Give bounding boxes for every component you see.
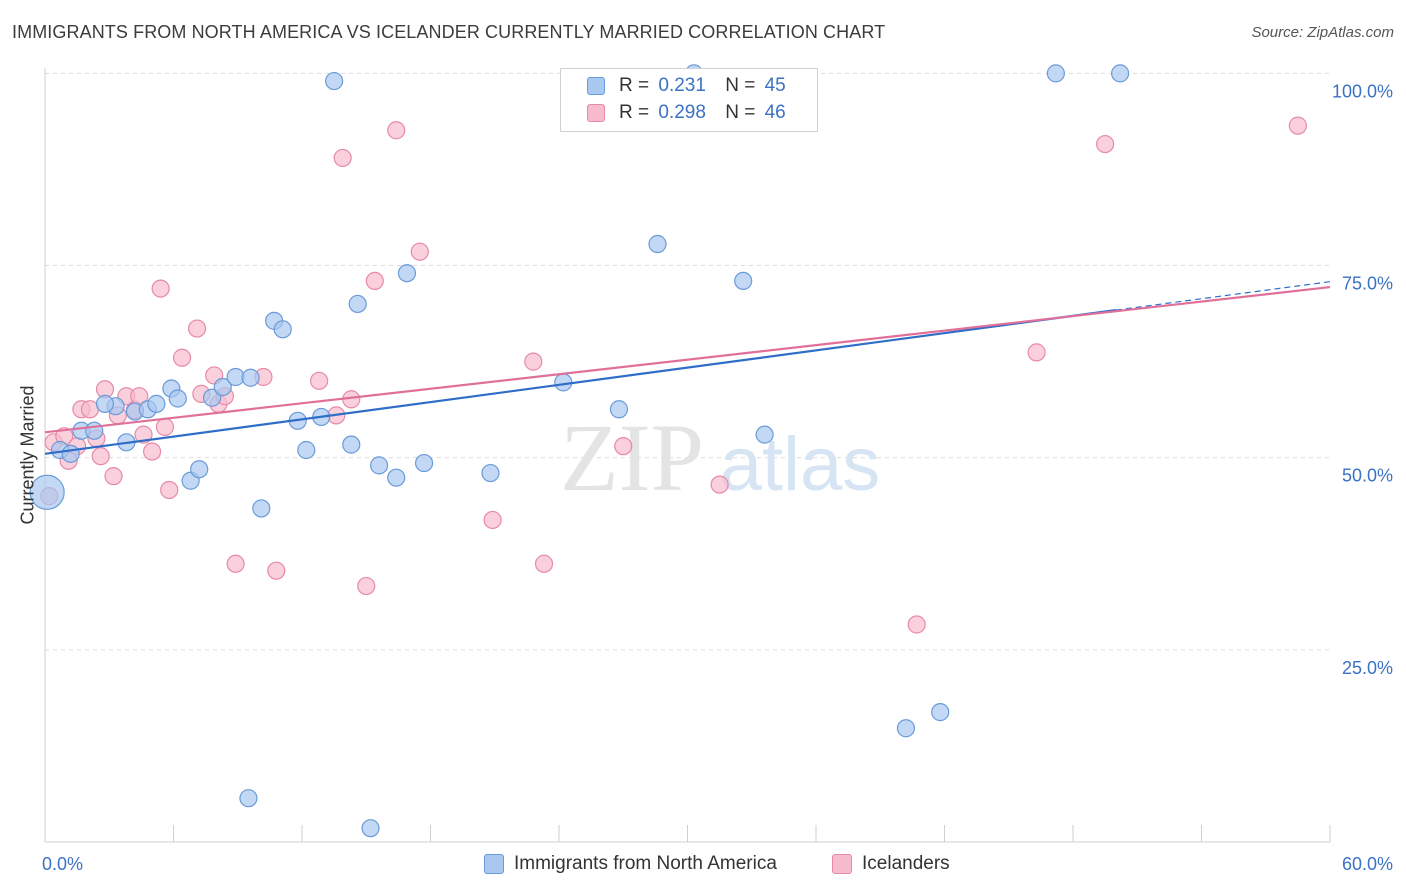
point-immigrants [397,264,417,283]
y-tick-label: 25.0% [1342,658,1393,678]
point-immigrants [387,468,406,487]
point-immigrants [931,703,950,722]
watermark-zip: ZIP [560,404,704,511]
point-immigrants [554,373,573,392]
point-icelanders [1096,134,1115,154]
point-immigrants [414,453,434,473]
point-immigrants [202,388,222,407]
r-label: R = [619,102,650,123]
point-icelanders [907,615,926,634]
point-immigrants [239,789,258,808]
point-icelanders [410,242,429,261]
point-icelanders [387,121,406,140]
point-immigrants [325,71,344,91]
point-icelanders [357,576,376,596]
point-immigrants [241,368,260,387]
point-immigrants [609,400,629,419]
point-immigrants [755,425,774,444]
axes [44,68,1331,843]
x-tick-label: 60.0% [1342,854,1393,874]
legend-label: Icelanders [862,853,950,874]
point-icelanders [1288,116,1307,135]
n-value: 46 [764,102,786,123]
watermark-atlas: atlas [720,422,881,507]
point-immigrants [481,463,500,483]
point-icelanders [172,348,192,367]
point-immigrants [896,719,916,738]
point-icelanders [151,279,170,298]
legend-label: Immigrants from North America [514,853,777,874]
pink-swatch [832,854,852,874]
point-icelanders [160,480,179,500]
point-icelanders [134,425,153,444]
series-legend: Immigrants from North America Icelanders [0,850,1406,880]
point-icelanders [267,561,286,580]
point-immigrants [95,394,115,413]
r-value: 0.298 [658,102,706,123]
point-icelanders [187,319,207,338]
y-tick-label: 75.0% [1342,274,1393,294]
r-label: R = [619,75,650,96]
trend-line-immigrants-extension [1115,281,1331,311]
trend-line-icelanders [44,285,1331,434]
y-tick-label: 50.0% [1342,466,1393,486]
point-immigrants [361,819,380,838]
point-immigrants [85,421,104,440]
trend-lines [44,281,1331,455]
point-immigrants [648,234,667,254]
point-icelanders [1027,343,1046,362]
point-icelanders [365,271,384,291]
blue-swatch [587,77,605,95]
point-immigrants [297,440,316,460]
point-immigrants [61,444,80,463]
point-icelanders [524,352,543,371]
trend-line-immigrants [44,309,1116,455]
point-immigrants [190,460,209,479]
point-icelanders [710,475,729,494]
pink-swatch [587,104,605,122]
data-points [29,64,1307,838]
watermark: ZIP atlas [560,404,880,511]
point-immigrants [1111,64,1130,83]
point-icelanders [614,437,633,456]
point-immigrants [1046,64,1065,83]
chart-title: IMMIGRANTS FROM NORTH AMERICA VS ICELAND… [12,22,886,42]
point-immigrants [29,474,65,510]
point-icelanders [142,442,162,461]
n-value: 45 [764,75,786,96]
point-icelanders [155,417,175,437]
point-icelanders [333,148,352,168]
point-icelanders [534,554,554,573]
point-icelanders [310,371,329,390]
n-label: N = [725,102,756,123]
source-credit: Source: ZipAtlas.com [1251,24,1394,41]
point-immigrants [252,499,271,518]
blue-swatch [484,854,504,874]
point-immigrants [213,377,232,397]
y-axis-title: Currently Married [17,385,38,525]
point-immigrants [147,394,166,413]
x-tick-label: 0.0% [42,854,83,874]
point-immigrants [273,320,292,339]
point-icelanders [104,467,123,486]
point-icelanders [483,510,502,530]
correlation-legend: R = 0.231 N = 45 R = 0.298 N = 46 [560,68,818,132]
n-label: N = [725,75,756,96]
tick-labels: 25.0% 50.0% 75.0% 100.0% 0.0% 60.0% [42,81,1393,874]
point-immigrants [342,435,361,454]
point-icelanders [226,554,245,573]
r-value: 0.231 [658,75,706,96]
point-immigrants [168,389,187,408]
point-immigrants [734,271,753,291]
y-tick-label: 100.0% [1332,81,1393,101]
point-immigrants [348,294,367,314]
point-icelanders [91,447,110,466]
point-immigrants [370,456,389,475]
